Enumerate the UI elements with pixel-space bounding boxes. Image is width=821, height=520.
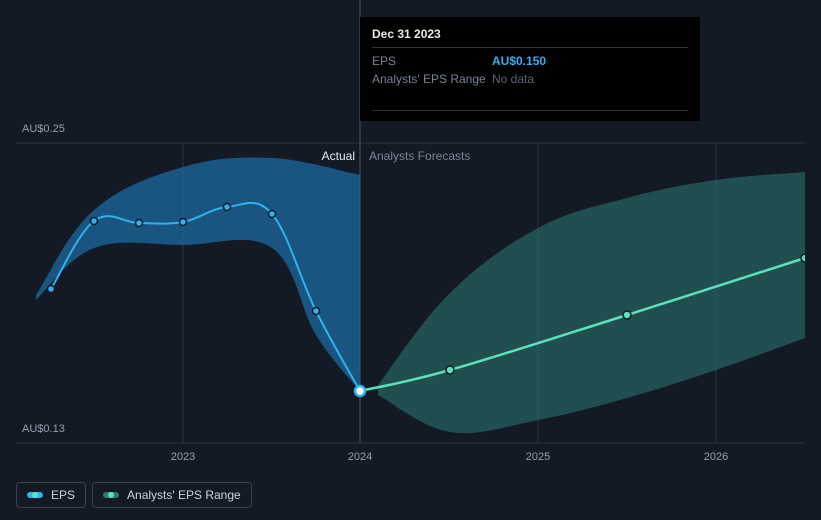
tooltip-key: Analysts' EPS Range — [372, 72, 492, 86]
x-axis-label: 2023 — [171, 451, 195, 463]
tooltip-separator — [372, 110, 688, 111]
x-axis-label: 2025 — [526, 451, 550, 463]
legend-swatch-icon — [27, 492, 43, 498]
tooltip-value: AU$0.150 — [492, 54, 546, 68]
legend-label: Analysts' EPS Range — [127, 488, 241, 502]
legend-item-eps[interactable]: EPS — [16, 482, 86, 508]
eps-chart: Actual Analysts Forecasts Dec 31 2023 EP… — [16, 0, 805, 520]
x-axis-label: 2026 — [704, 451, 728, 463]
legend-label: EPS — [51, 488, 75, 502]
legend-item-range[interactable]: Analysts' EPS Range — [92, 482, 252, 508]
forecast-region-label: Analysts Forecasts — [369, 149, 470, 163]
tooltip-key: EPS — [372, 54, 492, 68]
y-axis-label: AU$0.13 — [22, 423, 65, 435]
tooltip-value: No data — [492, 72, 534, 86]
x-axis-label: 2024 — [348, 451, 372, 463]
tooltip-row-range: Analysts' EPS Range No data — [372, 70, 688, 88]
tooltip-row-eps: EPS AU$0.150 — [372, 52, 688, 70]
chart-legend: EPS Analysts' EPS Range — [16, 482, 252, 508]
y-axis-label: AU$0.25 — [22, 123, 65, 135]
actual-region-label: Actual — [322, 149, 355, 163]
tooltip-date: Dec 31 2023 — [372, 27, 688, 48]
hover-tooltip: Dec 31 2023 EPS AU$0.150 Analysts' EPS R… — [360, 17, 700, 121]
legend-swatch-icon — [103, 492, 119, 498]
